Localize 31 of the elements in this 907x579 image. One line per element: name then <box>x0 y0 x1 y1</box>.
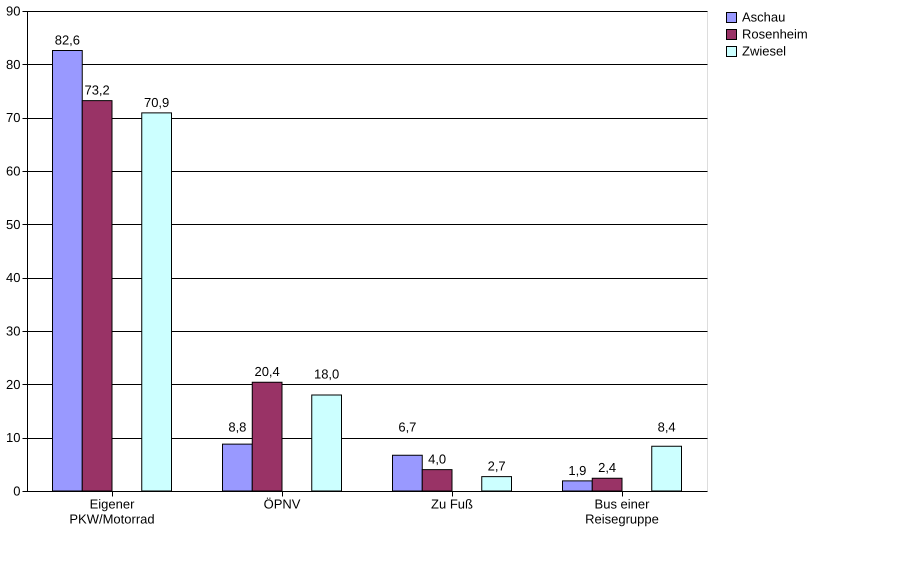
data-label: 2,7 <box>488 458 506 474</box>
data-label: 6,7 <box>398 420 416 435</box>
x-tick-label: Bus einer Reisegruppe <box>585 496 659 526</box>
legend-label: Aschau <box>742 10 786 24</box>
data-label: 1,9 <box>568 462 586 478</box>
y-tick-label: 90 <box>6 4 20 18</box>
y-tick-label: 0 <box>13 484 20 498</box>
y-tick-label: 40 <box>6 270 20 286</box>
data-label: 73,2 <box>84 82 110 98</box>
x-tick-label: Eigener PKW/Motorrad <box>69 496 155 526</box>
data-label: 18,0 <box>314 366 340 382</box>
y-tick-label: 80 <box>6 56 20 72</box>
data-label: 70,9 <box>144 94 170 110</box>
y-tick-label: 30 <box>6 324 20 338</box>
y-tick-label: 10 <box>6 430 20 446</box>
data-label: 2,4 <box>598 460 616 476</box>
y-tick-label: 70 <box>6 110 20 126</box>
data-label: 8,8 <box>228 420 246 435</box>
bar <box>481 476 512 492</box>
x-tick-label: ÖPNV <box>264 496 301 512</box>
x-tick-label: Zu Fuß <box>431 496 473 512</box>
data-label: 82,6 <box>54 32 80 48</box>
y-tick-label: 50 <box>6 216 20 232</box>
data-label: 8,4 <box>658 420 676 435</box>
data-label: 20,4 <box>254 364 280 380</box>
y-tick-label: 60 <box>6 164 20 178</box>
bar <box>651 446 682 492</box>
data-label: 4,0 <box>428 452 446 467</box>
legend-label: Zwiesel <box>742 44 786 58</box>
y-tick-label: 20 <box>6 376 20 392</box>
legend-label: Rosenheim <box>742 26 808 42</box>
